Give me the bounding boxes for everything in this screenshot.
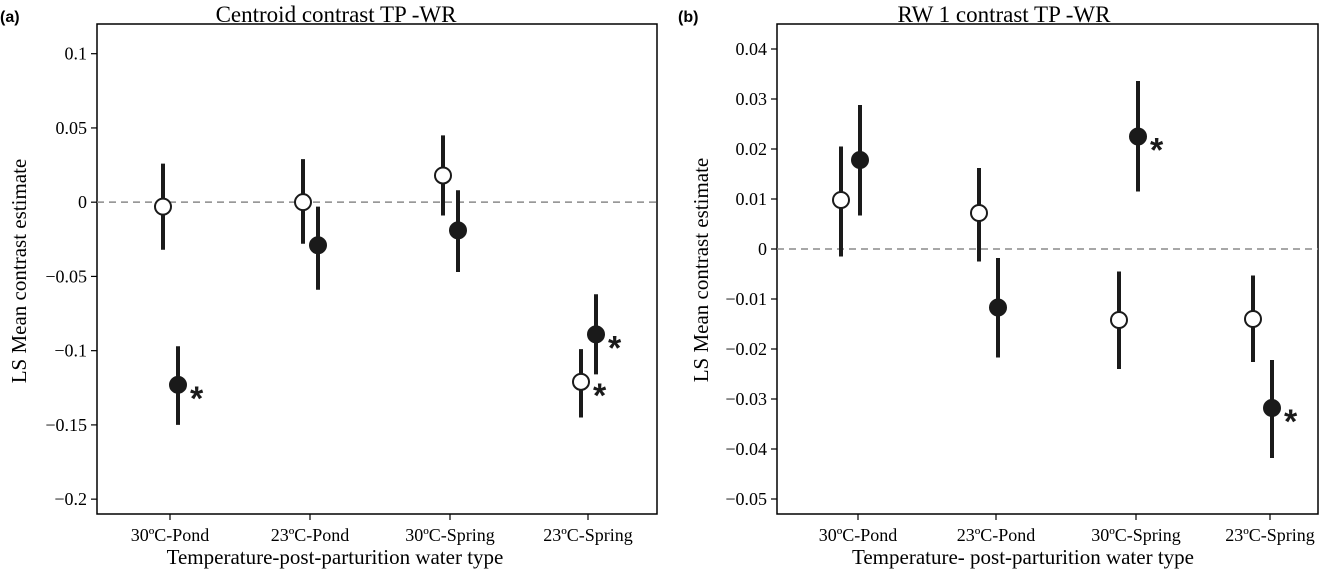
panel-a-y-tick-label: −0.1 [54, 341, 87, 361]
panel-a-y-tick-label: −0.05 [45, 266, 87, 286]
panel-b-y-axis-label: LS Mean contrast estimate [689, 158, 713, 383]
panel-a-y-axis-label: LS Mean contrast estimate [7, 159, 31, 384]
panel-a-y-tick-label: 0 [78, 192, 87, 212]
panel-a-y-tick-label: 0.1 [65, 44, 88, 64]
panel-b-y-tick-label: 0.01 [736, 189, 768, 209]
panel-b-y-tick-label: −0.02 [725, 339, 767, 359]
panel-a-y-tick-label: −0.15 [45, 415, 87, 435]
panel-a-x-axis-label: Temperature-post-parturition water type [167, 545, 504, 569]
panel-a-x-tick-label: 30ºC-Spring [405, 525, 495, 545]
panel-b-y-tick-label: 0.03 [736, 89, 768, 109]
panel-b-y-tick-label: 0.02 [736, 139, 768, 159]
panel-a-point-open [572, 372, 590, 391]
panel-b-point-filled [1129, 127, 1147, 146]
panel-a-x-tick-label: 30ºC-Pond [131, 525, 210, 545]
panel-a-point-open [434, 166, 452, 185]
panel-b-point-filled [851, 151, 869, 169]
panel-b-x-axis-label: Temperature- post-parturition water type [852, 545, 1194, 569]
panel-a-plot-frame [96, 23, 658, 515]
panel-a-point-open [154, 197, 172, 216]
panel-a-point-filled [587, 325, 605, 344]
panel-b-y-tick-label: −0.01 [725, 289, 767, 309]
panel-a: (a) Centroid contrast TP -WR LS Mean con… [0, 2, 658, 569]
panel-b-point-open [1110, 311, 1128, 329]
panel-b-label: (b) [678, 9, 698, 26]
panel-b-x-tick-label: 30ºC-Pond [819, 525, 898, 545]
panel-b-y-tick-label: −0.03 [725, 389, 767, 409]
panel-a-significance-marker: * [593, 377, 607, 415]
panel-b: (b) RW 1 contrast TP -WR LS Mean contras… [678, 2, 1319, 569]
panel-b-point-filled [1263, 399, 1281, 417]
panel-a-significance-marker: * [190, 380, 204, 418]
panel-b-y-tick-label: −0.05 [725, 489, 767, 509]
panel-a-x-tick-label: 23ºC-Spring [543, 525, 633, 545]
panel-a-title: Centroid contrast TP -WR [216, 2, 457, 27]
panel-b-point-open [832, 191, 850, 209]
panel-b-y-tick-label: 0.04 [736, 39, 768, 59]
panel-a-point-filled [309, 236, 327, 255]
panel-b-title: RW 1 contrast TP -WR [898, 2, 1112, 27]
panel-b-y-tick-label: 0 [758, 239, 767, 259]
panel-b-point-open [1244, 310, 1262, 328]
panel-a-point-filled [169, 375, 187, 394]
panel-b-point-open [970, 204, 988, 222]
panel-a-y-tick-label: −0.2 [54, 489, 87, 509]
panel-a-label: (a) [0, 9, 20, 26]
panel-a-significance-marker: * [608, 329, 622, 367]
panel-a-x-tick-label: 23ºC-Pond [271, 525, 350, 545]
panel-b-x-tick-label: 23ºC-Spring [1225, 525, 1315, 545]
panel-b-point-filled [989, 298, 1007, 317]
panel-b-significance-marker: * [1284, 403, 1298, 441]
panel-a-y-tick-label: 0.05 [56, 118, 88, 138]
panel-a-point-open [294, 193, 312, 212]
panel-b-x-tick-label: 23ºC-Pond [957, 525, 1036, 545]
panel-b-y-tick-label: −0.04 [725, 439, 767, 459]
panel-b-plot-frame [776, 23, 1319, 515]
panel-a-point-filled [449, 221, 467, 240]
panel-b-x-tick-label: 30ºC-Spring [1091, 525, 1181, 545]
panel-b-significance-marker: * [1150, 132, 1164, 170]
